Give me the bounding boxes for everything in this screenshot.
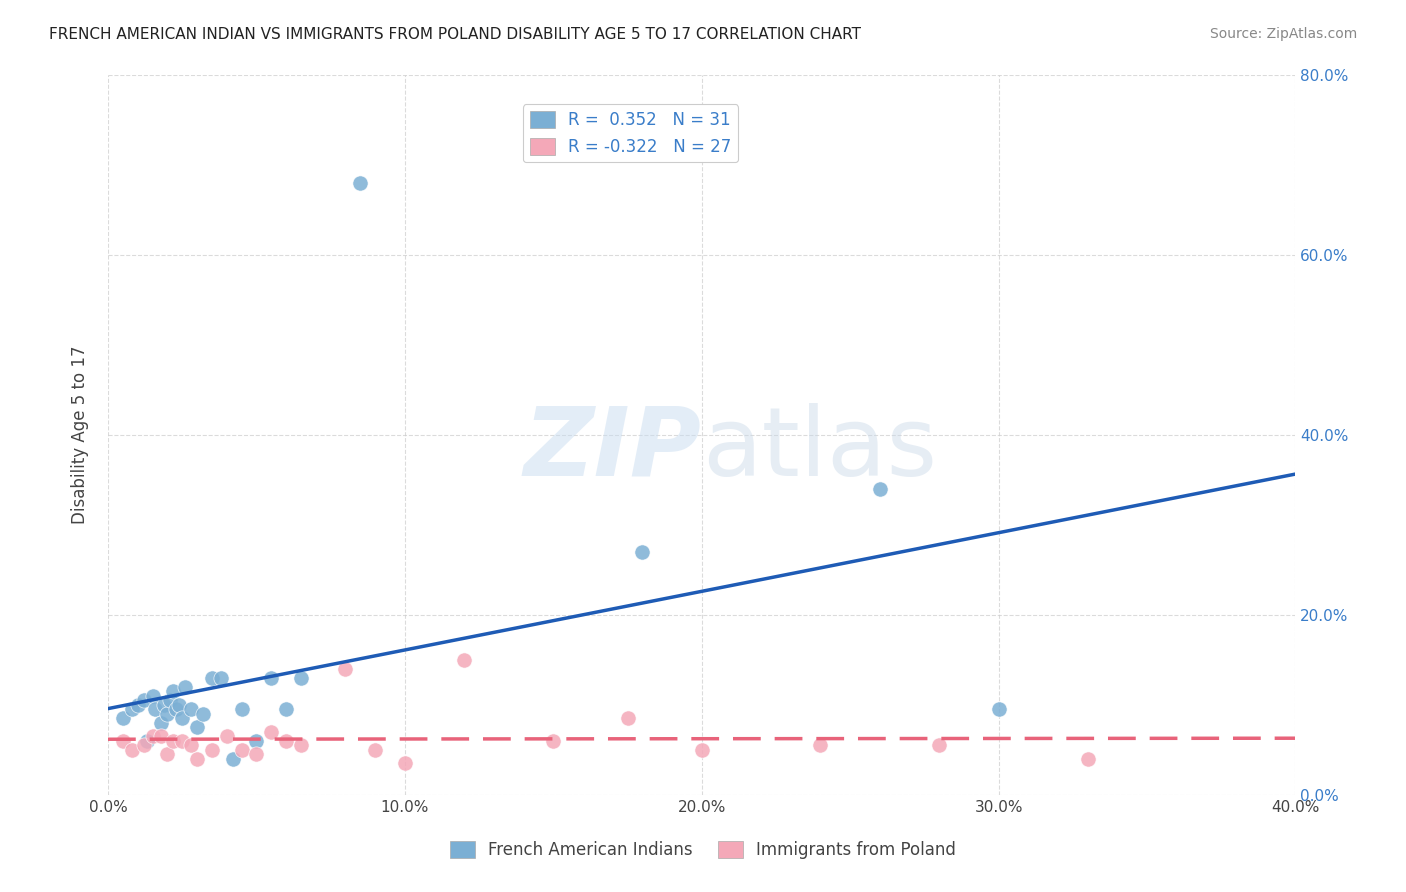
Point (290, 738, 312, 752)
Point (364, 742, 387, 756)
Point (141, 729, 163, 743)
Point (231, 742, 253, 756)
Point (165, 702, 187, 716)
Legend: R =  0.352   N = 31, R = -0.322   N = 27: R = 0.352 N = 31, R = -0.322 N = 27 (523, 104, 738, 162)
Point (201, 671, 224, 685)
Point (335, 662, 357, 676)
Point (150, 729, 173, 743)
Point (145, 702, 167, 716)
Point (127, 698, 149, 712)
Point (153, 698, 176, 712)
Text: ZIP: ZIP (524, 402, 702, 496)
Point (245, 747, 267, 762)
Text: Source: ZipAtlas.com: Source: ZipAtlas.com (1209, 27, 1357, 41)
Legend: French American Indians, Immigrants from Poland: French American Indians, Immigrants from… (443, 834, 963, 866)
Point (111, 733, 134, 747)
Point (928, 738, 950, 752)
Point (1077, 752, 1099, 766)
Point (132, 693, 155, 707)
Point (121, 702, 143, 716)
Point (231, 702, 253, 716)
Text: atlas: atlas (702, 402, 936, 496)
Point (631, 544, 654, 558)
Point (135, 733, 157, 747)
Point (810, 738, 832, 752)
Point (191, 706, 214, 721)
Point (180, 738, 202, 752)
Point (260, 724, 283, 739)
Point (180, 702, 202, 716)
Point (159, 693, 181, 707)
Point (132, 738, 155, 752)
Point (209, 671, 232, 685)
Text: FRENCH AMERICAN INDIAN VS IMMIGRANTS FROM POLAND DISABILITY AGE 5 TO 17 CORRELAT: FRENCH AMERICAN INDIAN VS IMMIGRANTS FRO… (49, 27, 862, 42)
Point (111, 711, 134, 725)
Point (221, 752, 243, 766)
Point (156, 706, 179, 721)
Point (156, 747, 179, 762)
Point (690, 742, 713, 756)
Point (616, 711, 638, 725)
Point (394, 756, 416, 771)
Point (186, 720, 208, 734)
Point (274, 733, 297, 747)
Point (453, 653, 475, 667)
Point (274, 702, 297, 716)
Point (162, 684, 184, 698)
Point (172, 733, 194, 747)
Point (869, 482, 891, 496)
Point (174, 680, 197, 694)
Point (260, 671, 283, 685)
Point (141, 689, 163, 703)
Y-axis label: Disability Age 5 to 17: Disability Age 5 to 17 (72, 345, 89, 524)
Point (150, 715, 173, 730)
Point (162, 733, 184, 747)
Point (987, 702, 1010, 716)
Point (290, 671, 312, 685)
Point (167, 698, 190, 712)
Point (543, 733, 565, 747)
Point (186, 752, 208, 766)
Point (245, 733, 267, 747)
Point (349, 176, 371, 190)
Point (201, 742, 224, 756)
Point (121, 742, 143, 756)
Point (215, 729, 238, 743)
Point (172, 711, 194, 725)
